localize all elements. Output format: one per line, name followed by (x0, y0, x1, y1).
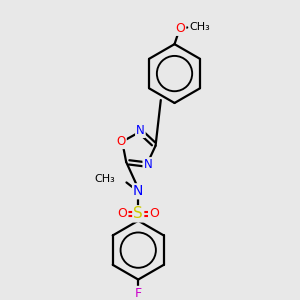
Text: CH₃: CH₃ (94, 173, 115, 184)
Text: O: O (149, 207, 159, 220)
Text: O: O (118, 207, 128, 220)
Text: N: N (136, 124, 145, 137)
Text: S: S (134, 206, 143, 221)
Text: N: N (133, 184, 143, 198)
Text: N: N (143, 158, 152, 171)
Text: F: F (135, 287, 142, 300)
Text: O: O (176, 22, 185, 35)
Text: CH₃: CH₃ (189, 22, 210, 32)
Text: O: O (117, 135, 126, 148)
